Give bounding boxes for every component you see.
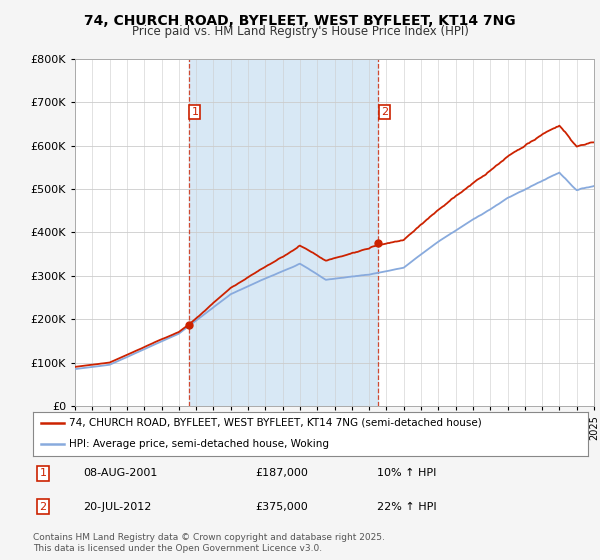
Text: Price paid vs. HM Land Registry's House Price Index (HPI): Price paid vs. HM Land Registry's House … — [131, 25, 469, 38]
Text: Contains HM Land Registry data © Crown copyright and database right 2025.
This d: Contains HM Land Registry data © Crown c… — [33, 533, 385, 553]
Text: £375,000: £375,000 — [255, 502, 308, 512]
Text: 1: 1 — [40, 468, 46, 478]
Text: 10% ↑ HPI: 10% ↑ HPI — [377, 468, 436, 478]
Bar — [189, 59, 379, 406]
Text: HPI: Average price, semi-detached house, Woking: HPI: Average price, semi-detached house,… — [69, 439, 329, 449]
Text: 08-AUG-2001: 08-AUG-2001 — [83, 468, 157, 478]
Text: 2: 2 — [40, 502, 47, 512]
Text: 74, CHURCH ROAD, BYFLEET, WEST BYFLEET, KT14 7NG: 74, CHURCH ROAD, BYFLEET, WEST BYFLEET, … — [84, 14, 516, 28]
Text: 2: 2 — [381, 107, 388, 117]
Text: 74, CHURCH ROAD, BYFLEET, WEST BYFLEET, KT14 7NG (semi-detached house): 74, CHURCH ROAD, BYFLEET, WEST BYFLEET, … — [69, 418, 482, 428]
Text: £187,000: £187,000 — [255, 468, 308, 478]
Text: 1: 1 — [191, 107, 199, 117]
Text: 20-JUL-2012: 20-JUL-2012 — [83, 502, 151, 512]
Text: 22% ↑ HPI: 22% ↑ HPI — [377, 502, 437, 512]
